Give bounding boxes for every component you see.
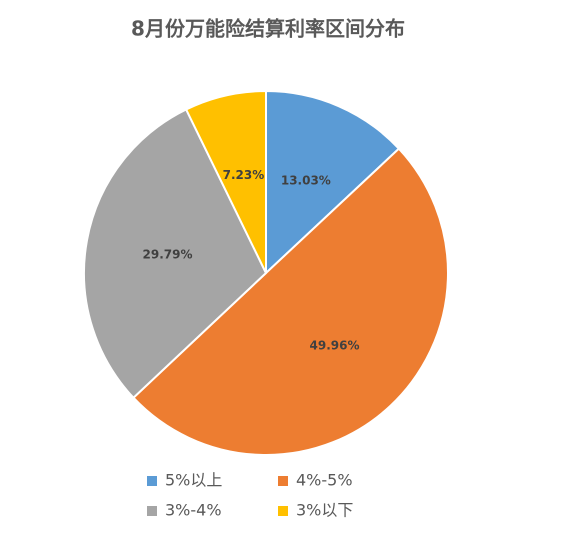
chart-title: 8月份万能险结算利率区间分布 bbox=[131, 17, 405, 41]
pie-slice bbox=[184, 89, 267, 274]
legend-label: 3%-4% bbox=[165, 501, 222, 520]
value-label: 7.23% bbox=[223, 168, 265, 182]
legend-label: 3%以下 bbox=[296, 501, 353, 520]
legend-swatch bbox=[147, 506, 157, 516]
legend-swatch bbox=[147, 476, 157, 486]
pie-slice bbox=[265, 89, 401, 276]
value-label: 49.96% bbox=[310, 338, 360, 352]
legend-swatch bbox=[278, 506, 288, 516]
legend-label: 5%以上 bbox=[165, 471, 222, 490]
legend-label: 4%-5% bbox=[296, 471, 353, 490]
legend-swatch bbox=[278, 476, 288, 486]
value-label: 13.03% bbox=[281, 174, 331, 188]
value-label: 29.79% bbox=[143, 248, 193, 262]
pie-slice bbox=[132, 147, 450, 457]
